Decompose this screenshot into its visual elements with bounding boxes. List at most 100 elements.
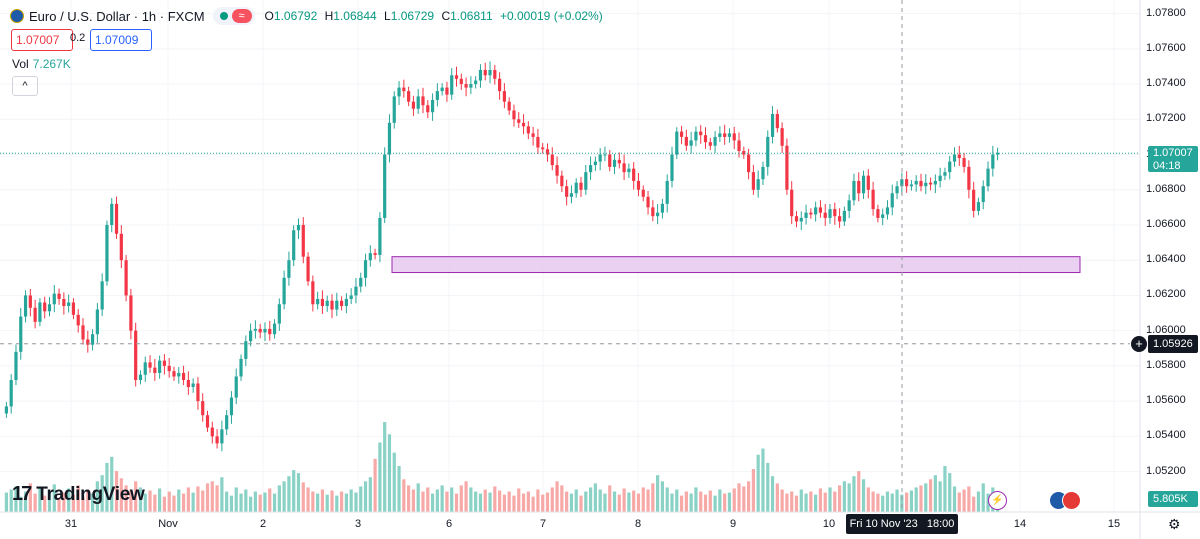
candle-body bbox=[210, 427, 214, 437]
volume-bar bbox=[47, 490, 52, 512]
sell-button[interactable]: 1.07007 bbox=[11, 29, 73, 51]
candle-body bbox=[330, 300, 334, 310]
add-plus-icon[interactable]: + bbox=[1131, 335, 1147, 352]
volume-bar bbox=[9, 489, 13, 512]
collapse-chevron-icon[interactable]: ^ bbox=[12, 76, 38, 96]
candle-body bbox=[306, 256, 310, 282]
candle-body bbox=[924, 182, 928, 187]
volume-bar bbox=[383, 422, 387, 512]
candle-body bbox=[167, 365, 171, 372]
volume-bar bbox=[426, 487, 430, 512]
volume-bar bbox=[277, 485, 281, 512]
volume-bar bbox=[488, 492, 492, 512]
candle-body bbox=[110, 203, 114, 225]
volume-bar bbox=[253, 491, 257, 512]
volume-bar bbox=[114, 471, 119, 512]
candle-body bbox=[804, 212, 808, 218]
volume-bar bbox=[761, 448, 765, 512]
candle-body bbox=[962, 158, 966, 167]
candle-body bbox=[837, 216, 842, 222]
volume-bar bbox=[129, 489, 133, 512]
candle-body bbox=[138, 374, 143, 380]
price-tick-label: 1.06400 bbox=[1146, 253, 1186, 266]
candle-body bbox=[670, 154, 674, 181]
price-tick-label: 1.05600 bbox=[1146, 394, 1186, 407]
candle-body bbox=[143, 362, 147, 375]
candle-body bbox=[244, 341, 248, 359]
candle-body bbox=[651, 207, 655, 217]
candle-body bbox=[876, 209, 880, 218]
volume-bar bbox=[565, 491, 569, 512]
symbol-title[interactable]: Euro / U.S. Dollar · 1h · FXCM bbox=[29, 8, 205, 24]
volume-bar bbox=[229, 495, 234, 512]
candle-body bbox=[440, 87, 444, 92]
candle-body bbox=[785, 145, 789, 190]
candle-body bbox=[263, 328, 267, 333]
candle-body bbox=[268, 328, 272, 335]
volume-bar bbox=[445, 491, 449, 512]
candle-body bbox=[794, 216, 799, 222]
volume-bar bbox=[550, 487, 554, 512]
us-flag-event-icon[interactable] bbox=[1062, 491, 1081, 510]
symbol-flag-icon[interactable] bbox=[10, 9, 24, 23]
candle-body bbox=[809, 212, 813, 215]
volume-bar bbox=[397, 465, 401, 512]
volume-bar bbox=[885, 491, 890, 512]
candle-body bbox=[397, 87, 401, 97]
candle-body bbox=[861, 175, 866, 194]
candle-body bbox=[62, 298, 66, 307]
candle-body bbox=[148, 362, 152, 368]
buy-button[interactable]: 1.07009 bbox=[90, 29, 152, 51]
volume-bar bbox=[689, 493, 693, 512]
candle-body bbox=[914, 180, 918, 185]
candle-body bbox=[474, 80, 478, 85]
tradingview-logo[interactable]: 17 TradingView bbox=[12, 483, 145, 506]
lightning-event-icon[interactable]: ⚡ bbox=[988, 491, 1007, 510]
volume-bar bbox=[205, 483, 210, 512]
candle-body bbox=[339, 300, 344, 307]
volume-bar bbox=[330, 490, 334, 512]
candle-body bbox=[972, 189, 976, 211]
volume-bar bbox=[320, 489, 325, 512]
market-status-pill[interactable]: ≈ bbox=[212, 7, 255, 25]
candle-body bbox=[363, 260, 368, 278]
time-tick-label: 7 bbox=[539, 518, 547, 530]
volume-bar bbox=[220, 477, 224, 512]
volume-bar bbox=[57, 497, 61, 512]
candle-body bbox=[790, 189, 794, 217]
candle-body bbox=[301, 224, 305, 257]
volume-bar bbox=[268, 488, 272, 512]
candle-body bbox=[780, 128, 784, 146]
volume-bar bbox=[905, 492, 909, 512]
time-tick-label: 15 bbox=[1107, 518, 1121, 530]
candle-body bbox=[723, 133, 727, 137]
candle-body bbox=[402, 87, 406, 92]
candle-body bbox=[641, 189, 645, 197]
candle-body bbox=[215, 436, 219, 444]
volume-bar bbox=[909, 490, 914, 512]
candle-body bbox=[205, 415, 210, 428]
gear-icon[interactable]: ⚙ bbox=[1168, 516, 1181, 532]
candle-body bbox=[761, 166, 765, 180]
volume-bar bbox=[498, 490, 502, 512]
price-tick-label: 1.07200 bbox=[1146, 112, 1186, 125]
candle-body bbox=[909, 184, 914, 187]
candle-body bbox=[507, 101, 511, 111]
supply-demand-zone[interactable] bbox=[391, 256, 1081, 274]
volume-bar bbox=[785, 493, 789, 512]
volume-bar bbox=[976, 491, 981, 512]
volume-bar bbox=[770, 476, 775, 512]
candle-body bbox=[253, 328, 257, 331]
volume-bar bbox=[435, 489, 439, 512]
volume-bar bbox=[603, 493, 607, 512]
volume-bar bbox=[263, 492, 267, 512]
candle-body bbox=[996, 152, 1000, 155]
volume-bar bbox=[842, 481, 846, 512]
volume-bar bbox=[617, 494, 621, 512]
volume-bar bbox=[732, 488, 736, 512]
volume-bar bbox=[186, 487, 190, 512]
candle-body bbox=[349, 295, 353, 299]
candle-body bbox=[737, 140, 741, 152]
volume-bar bbox=[521, 493, 526, 512]
